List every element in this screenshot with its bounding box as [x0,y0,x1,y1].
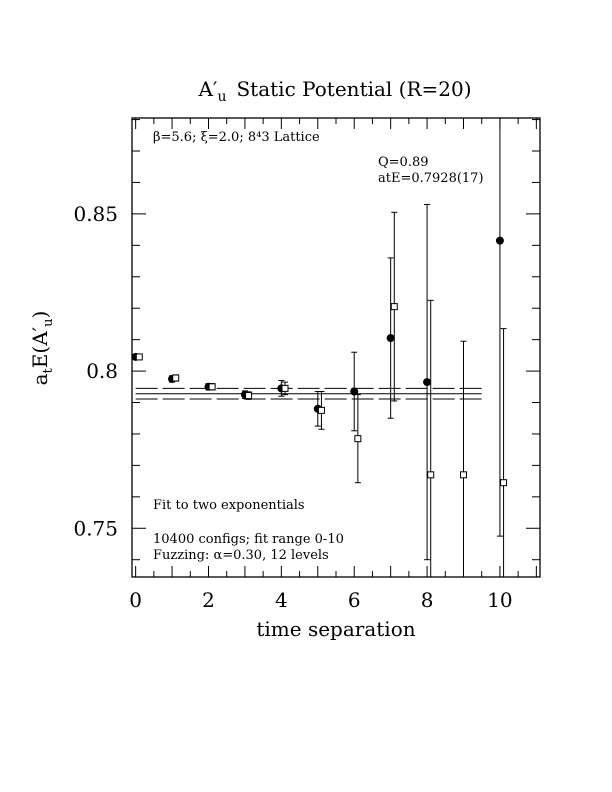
y-tick-label: 0.85 [73,202,118,226]
q-annotation: Q=0.89 [378,155,429,170]
fit-band [135,387,482,400]
data-point-circle [350,387,359,396]
title-subscript: u [217,89,226,105]
ate-annotation: atE=0.7928(17) [378,171,484,186]
y-axis-title-u: u [41,318,56,326]
x-axis-title: time separation [256,617,415,641]
title-symbol: A′ [197,77,217,101]
y-tick-label: 0.8 [86,359,118,383]
data-point-square [427,471,435,479]
configs-annotation: 10400 configs; fit range 0-10 [153,532,344,547]
y-axis-title-e: E(A′ [28,326,52,368]
title-rest: Static Potential (R=20) [236,77,471,101]
data-point-circle [386,334,395,343]
data-point-square [500,479,508,487]
tick-labels: 0 2 4 6 8 10 0.75 0.8 0.85 [73,202,512,612]
x-tick-label: 4 [275,588,288,612]
data-point-circle [423,378,432,387]
x-tick-label: 2 [202,588,215,612]
x-tick-label: 6 [348,588,361,612]
data-point-square [317,406,325,414]
data-marks [131,118,508,577]
data-point-square [281,384,289,392]
y-axis-title-a: a [28,373,52,385]
y-axis-title: atE(A′u) [28,311,56,386]
data-point-circle [495,236,504,245]
lattice-annotation: β=5.6; ξ=2.0; 8⁴3 Lattice [153,130,320,145]
chart-title: A′u Static Potential (R=20) [197,77,471,105]
fit-annotation: Fit to two exponentials [153,498,305,513]
data-point-square [460,471,467,479]
data-point-square [354,435,362,443]
data-point-square [135,353,143,361]
y-axis-title-t: t [41,367,56,373]
data-point-square [390,303,398,311]
x-tick-label: 10 [487,588,512,612]
y-axis-title-close: ) [28,311,52,319]
data-point-square [172,374,180,382]
x-tick-label: 8 [421,588,434,612]
data-point-square [208,383,216,391]
y-tick-label: 0.75 [73,516,118,540]
data-point-square [245,392,253,400]
x-tick-label: 0 [129,588,142,612]
fuzzing-annotation: Fuzzing: α=0.30, 12 levels [153,548,329,563]
